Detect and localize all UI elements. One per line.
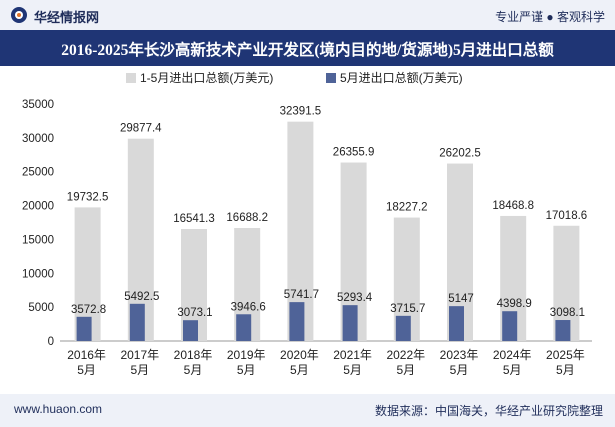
bar-series2 bbox=[555, 320, 571, 341]
data-label-series1: 16541.3 bbox=[173, 213, 215, 225]
legend-swatch-series2 bbox=[326, 73, 336, 83]
data-label-series1: 17018.6 bbox=[546, 210, 588, 222]
bar-series2 bbox=[236, 314, 252, 341]
bar-series2 bbox=[76, 316, 92, 341]
data-label-series2: 3098.1 bbox=[550, 307, 585, 319]
y-tick-label: 0 bbox=[48, 336, 54, 348]
y-tick-label: 5000 bbox=[28, 302, 54, 314]
x-tick-label: 2025年 5月 bbox=[546, 348, 585, 377]
x-tick-label: 2022年 5月 bbox=[386, 348, 425, 377]
brand-name: 华经情报网 bbox=[34, 10, 100, 25]
x-tick-label: 2023年 5月 bbox=[440, 348, 479, 377]
bar-series2 bbox=[289, 302, 305, 341]
data-label-series1: 26355.9 bbox=[333, 147, 375, 159]
chart-title: 2016-2025年长沙高新技术产业开发区(境内目的地/货源地)5月进出口总额 bbox=[61, 42, 554, 59]
data-label-series2: 5492.5 bbox=[124, 291, 159, 303]
title-band bbox=[0, 30, 615, 66]
y-tick-label: 20000 bbox=[22, 201, 54, 213]
bar-series2 bbox=[395, 315, 411, 341]
data-label-series2: 3715.7 bbox=[390, 303, 425, 315]
data-label-series2: 3946.6 bbox=[231, 301, 266, 313]
x-tick-label: 2024年 5月 bbox=[493, 348, 532, 377]
bar-series2 bbox=[183, 320, 198, 341]
x-tick-label: 2021年 5月 bbox=[333, 348, 372, 377]
x-tick-label: 2017年 5月 bbox=[120, 348, 159, 377]
top-header-band bbox=[0, 0, 615, 30]
y-tick-label: 25000 bbox=[22, 167, 54, 179]
footer-source: 数据来源：中国海关，华经产业研究院整理 bbox=[374, 404, 603, 418]
x-tick-label: 2018年 5月 bbox=[174, 348, 213, 377]
data-label-series2: 3073.1 bbox=[177, 307, 212, 319]
x-tick-label: 2020年 5月 bbox=[280, 348, 319, 377]
legend-label-series2: 5月进出口总额(万美元) bbox=[340, 71, 463, 85]
bar-series2 bbox=[129, 303, 145, 341]
data-label-series1: 18227.2 bbox=[386, 202, 428, 214]
footer-website: www.huaon.com bbox=[14, 402, 103, 416]
data-label-series1: 29877.4 bbox=[120, 123, 162, 135]
data-label-series2: 5147 bbox=[448, 293, 474, 305]
data-label-series1: 18468.8 bbox=[492, 200, 534, 212]
x-tick-label: 2016年 5月 bbox=[67, 348, 106, 377]
legend-swatch-series1 bbox=[126, 73, 136, 83]
huajing-logo-icon bbox=[11, 7, 27, 23]
data-label-series2: 3572.8 bbox=[71, 304, 106, 316]
y-tick-label: 30000 bbox=[22, 133, 54, 145]
data-label-series1: 32391.5 bbox=[280, 106, 322, 118]
data-label-series2: 5741.7 bbox=[284, 289, 319, 301]
y-tick-label: 35000 bbox=[22, 99, 54, 111]
data-label-series2: 5293.4 bbox=[337, 292, 373, 304]
bar-series2 bbox=[449, 306, 464, 341]
legend-label-series1: 1-5月进出口总额(万美元) bbox=[140, 71, 273, 85]
bar-series2 bbox=[502, 311, 518, 341]
data-label-series1: 16688.2 bbox=[226, 212, 268, 224]
brand-tagline: 专业严谨 ● 客观科学 bbox=[495, 10, 605, 24]
data-label-series2: 4398.9 bbox=[497, 298, 532, 310]
bar-chart: 0 5000 10000 15000 20000 25000 30000 35000 19732… bbox=[22, 71, 592, 377]
footer-band bbox=[0, 394, 615, 427]
bar-series2 bbox=[342, 305, 358, 341]
data-label-series1: 26202.5 bbox=[439, 148, 481, 160]
data-label-series1: 19732.5 bbox=[67, 191, 109, 203]
x-tick-label: 2019年 5月 bbox=[227, 348, 266, 377]
y-tick-label: 10000 bbox=[22, 268, 54, 280]
y-tick-label: 15000 bbox=[22, 234, 54, 246]
